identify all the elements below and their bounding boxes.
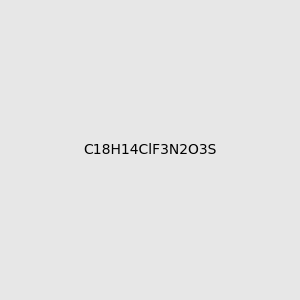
- Text: C18H14ClF3N2O3S: C18H14ClF3N2O3S: [83, 143, 217, 157]
